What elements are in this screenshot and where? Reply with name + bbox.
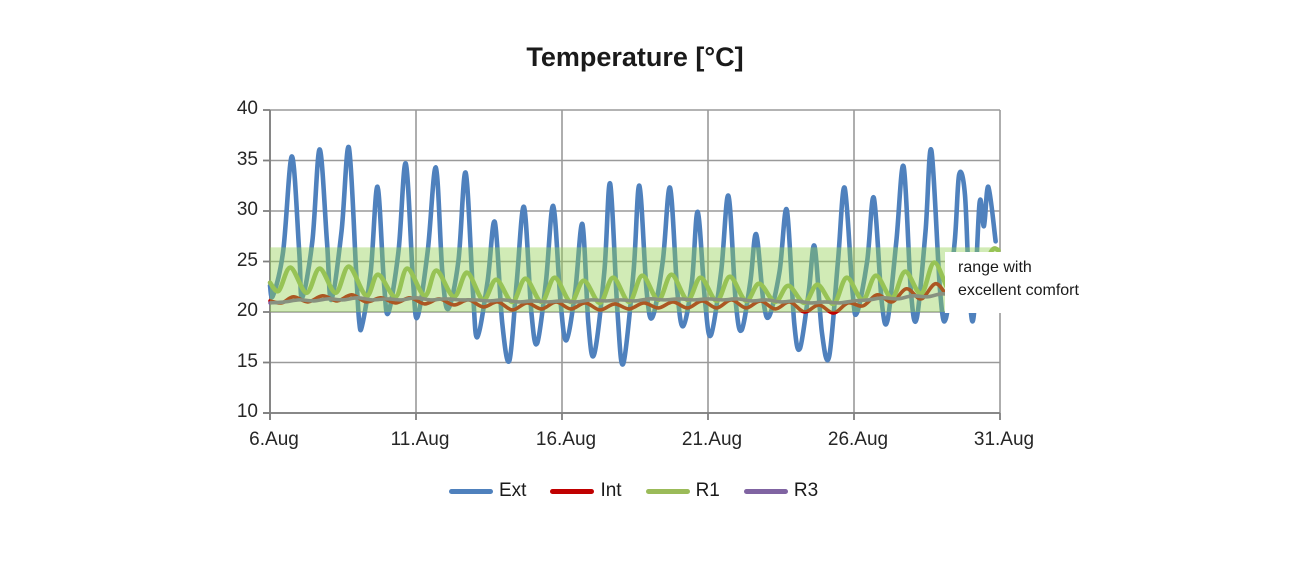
comfort-band [270,247,1000,312]
chart-legend: Ext Int R1 R3 [449,480,818,502]
y-axis-labels: 10 15 20 25 30 35 40 [168,0,258,565]
comfort-range-annotation: range with excellent comfort [945,252,1122,313]
x-tick-label: 26.Aug [827,429,889,450]
x-tick-label: 16.Aug [535,429,597,450]
x-tick-label: 21.Aug [681,429,743,450]
legend-swatch-r3 [743,488,788,494]
legend-label-int: Int [600,480,622,501]
annotation-line-2: excellent comfort [958,282,1079,299]
legend-swatch-int [550,488,595,494]
x-axis-labels: 6.Aug 11.Aug 16.Aug 21.Aug 26.Aug 31.Aug [0,429,1300,457]
y-tick-label: 10 [236,401,258,422]
legend-item-r1: R1 [645,480,720,502]
y-tick-label: 40 [236,98,258,119]
legend-label-r3: R3 [793,480,819,501]
y-tick-label: 35 [236,148,258,170]
x-tick-label: 31.Aug [973,429,1035,450]
legend-item-r3: R3 [743,480,819,502]
series-line-r3 [268,290,999,305]
series-line-r1 [267,246,1001,307]
chart-title: Temperature [°C] [526,42,744,72]
legend-item-int: Int [550,480,622,502]
x-tick-label: 11.Aug [390,429,450,450]
legend-swatch-r1 [645,488,690,494]
legend-label-r1: R1 [695,480,720,501]
y-tick-label: 25 [236,249,258,271]
x-tick-label: 6.Aug [249,429,299,450]
y-tick-label: 30 [236,199,258,220]
y-tick-label: 15 [236,350,258,372]
y-tick-label: 20 [236,300,258,321]
legend-label-ext: Ext [499,480,527,501]
legend-item-ext: Ext [449,480,526,502]
legend-swatch-ext [449,488,493,494]
annotation-line-1: range with [958,259,1032,276]
